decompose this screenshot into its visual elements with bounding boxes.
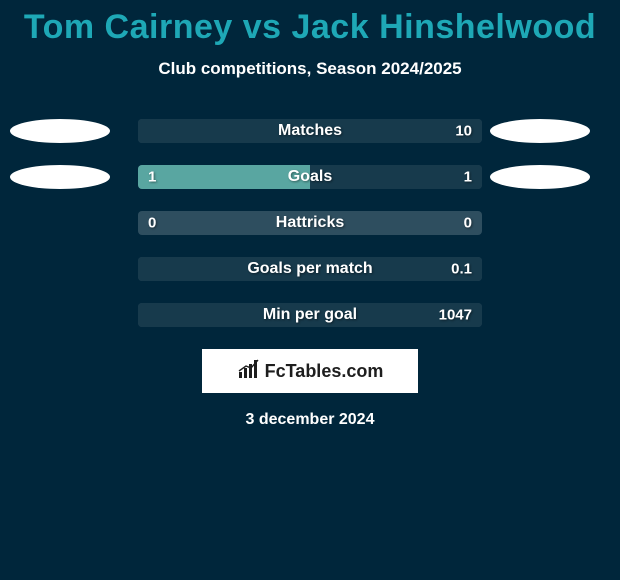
stat-label: Matches [278, 122, 342, 140]
comparison-infographic: Tom Cairney vs Jack Hinshelwood Club com… [0, 0, 620, 580]
stat-value-right: 1 [464, 169, 472, 186]
stat-label: Goals [288, 168, 332, 186]
player-ellipse-right [490, 165, 590, 189]
page-subtitle: Club competitions, Season 2024/2025 [0, 59, 620, 79]
stat-row: Matches 10 [0, 119, 620, 143]
stat-value-right: 0 [464, 215, 472, 232]
stat-bar-left [138, 165, 310, 189]
stat-row: Goals 1 1 [0, 165, 620, 189]
stat-value-right: 1047 [439, 307, 472, 324]
stat-row: Min per goal 1047 [0, 303, 620, 327]
player-ellipse-right [490, 119, 590, 143]
page-title: Tom Cairney vs Jack Hinshelwood [0, 0, 620, 47]
stat-row: Goals per match 0.1 [0, 257, 620, 281]
stat-value-right: 0.1 [451, 261, 472, 278]
player-ellipse-left [10, 165, 110, 189]
brand-badge: FcTables.com [202, 349, 418, 393]
chart-bars-icon [237, 358, 261, 385]
brand-text: FcTables.com [265, 361, 384, 382]
stat-value-left: 0 [148, 215, 156, 232]
stat-value-left: 1 [148, 169, 156, 186]
stat-bar-right [310, 165, 482, 189]
stat-label: Min per goal [263, 306, 357, 324]
stat-label: Goals per match [247, 260, 372, 278]
stat-row: Hattricks 0 0 [0, 211, 620, 235]
stat-rows-container: Matches 10 Goals 1 1 Hattricks 0 0 Goals per mat… [0, 119, 620, 327]
player-ellipse-left [10, 119, 110, 143]
date-line: 3 december 2024 [0, 411, 620, 429]
stat-label: Hattricks [276, 214, 344, 232]
stat-value-right: 10 [455, 123, 472, 140]
